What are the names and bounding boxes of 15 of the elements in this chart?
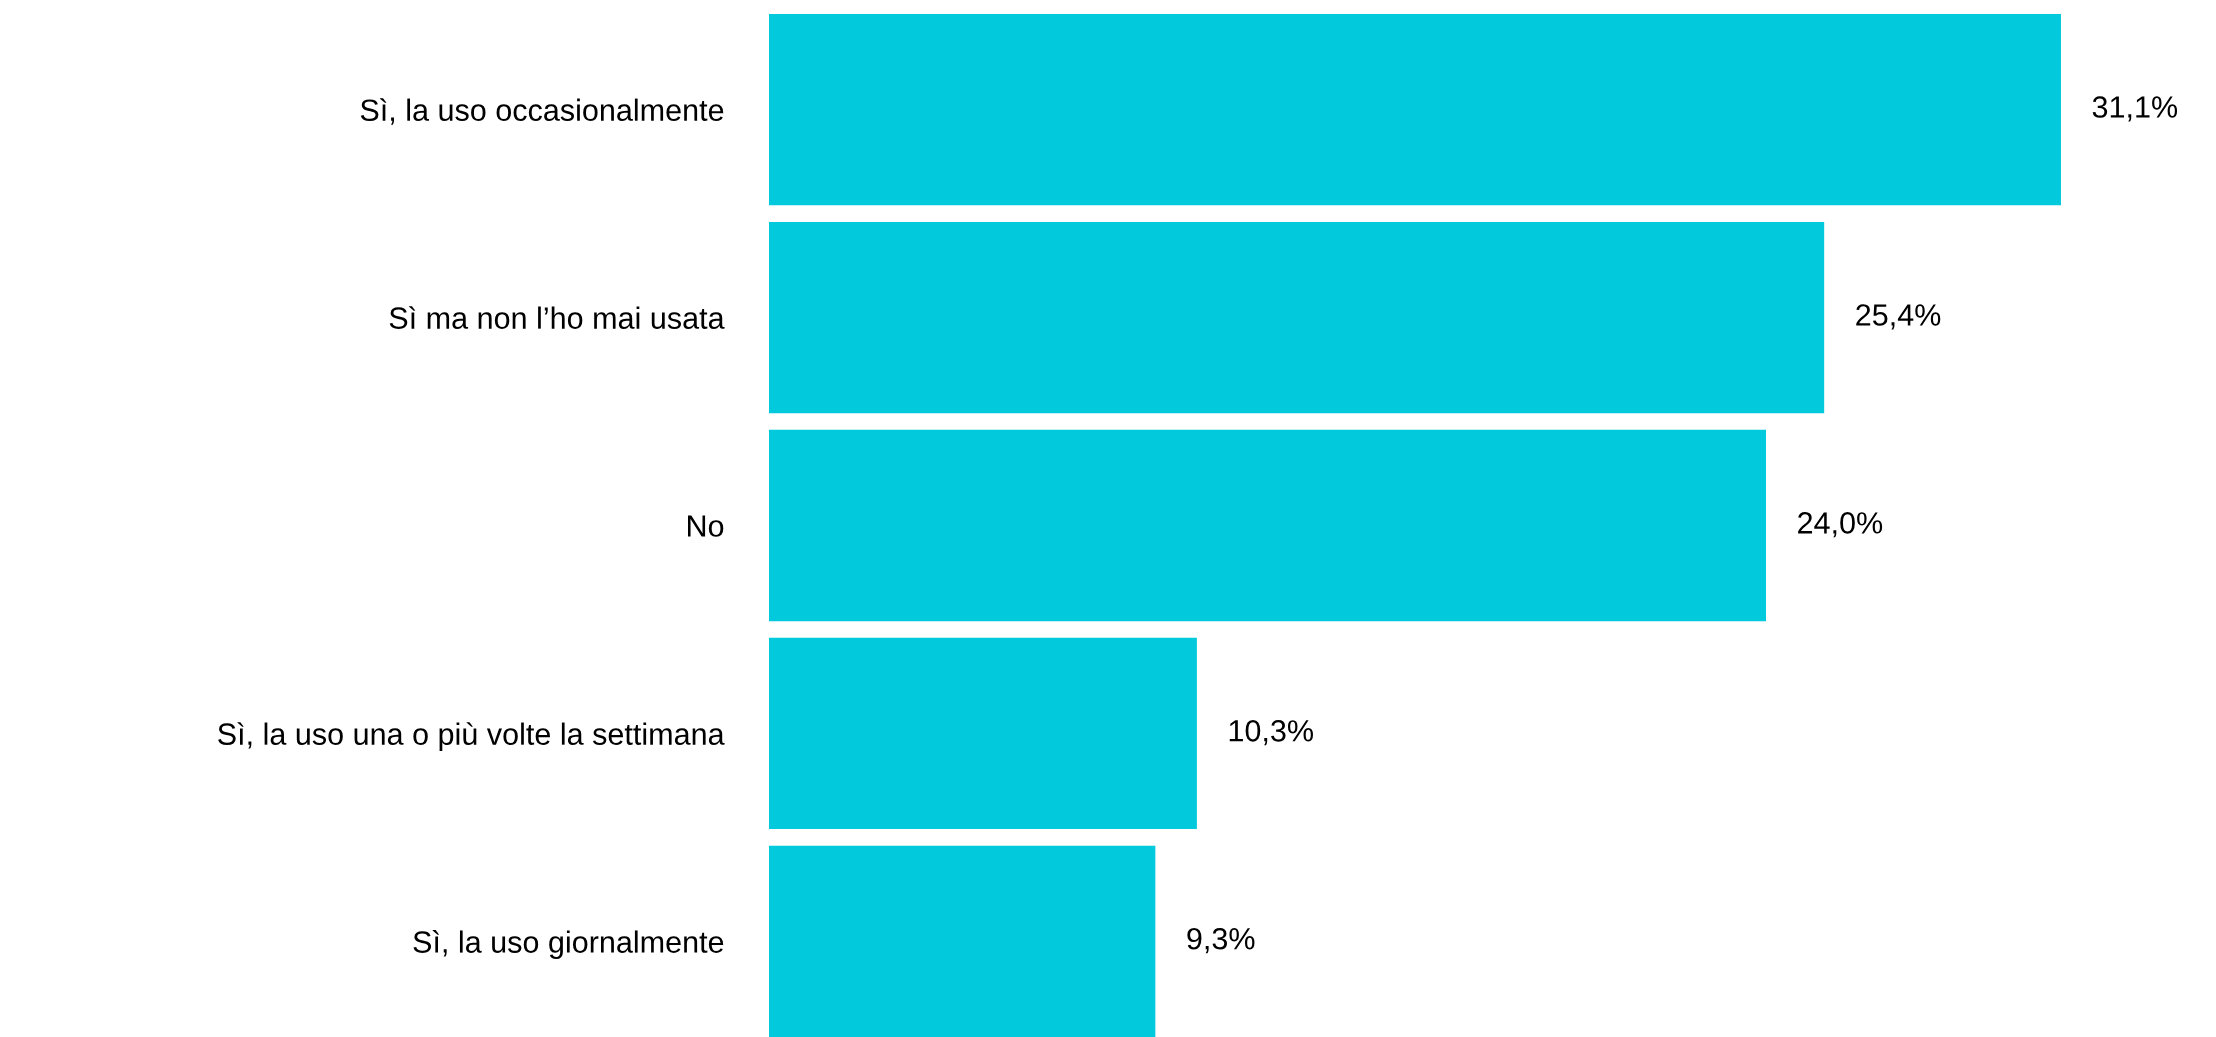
bar bbox=[769, 221, 1825, 414]
y-tick-label: Sì ma non l’ho mai usata bbox=[389, 306, 725, 329]
data-label: 9,3% bbox=[1187, 927, 1255, 954]
bar bbox=[769, 14, 2061, 206]
y-tick-label: No bbox=[688, 515, 724, 537]
bar bbox=[769, 637, 1197, 830]
data-label: 24,0% bbox=[1798, 512, 1883, 538]
y-tick-label: Sì, la uso una o più volte la settimana bbox=[218, 722, 725, 752]
bar bbox=[769, 429, 1767, 622]
y-tick-label: Sì, la uso giornalmente bbox=[413, 930, 724, 959]
data-label: 10,3% bbox=[1229, 719, 1313, 746]
y-tick-label: Sì, la uso occasionalmente bbox=[360, 98, 724, 125]
data-label: 25,4% bbox=[1856, 304, 1941, 330]
data-label: 31,1% bbox=[2092, 96, 2178, 122]
bar bbox=[769, 845, 1156, 1037]
